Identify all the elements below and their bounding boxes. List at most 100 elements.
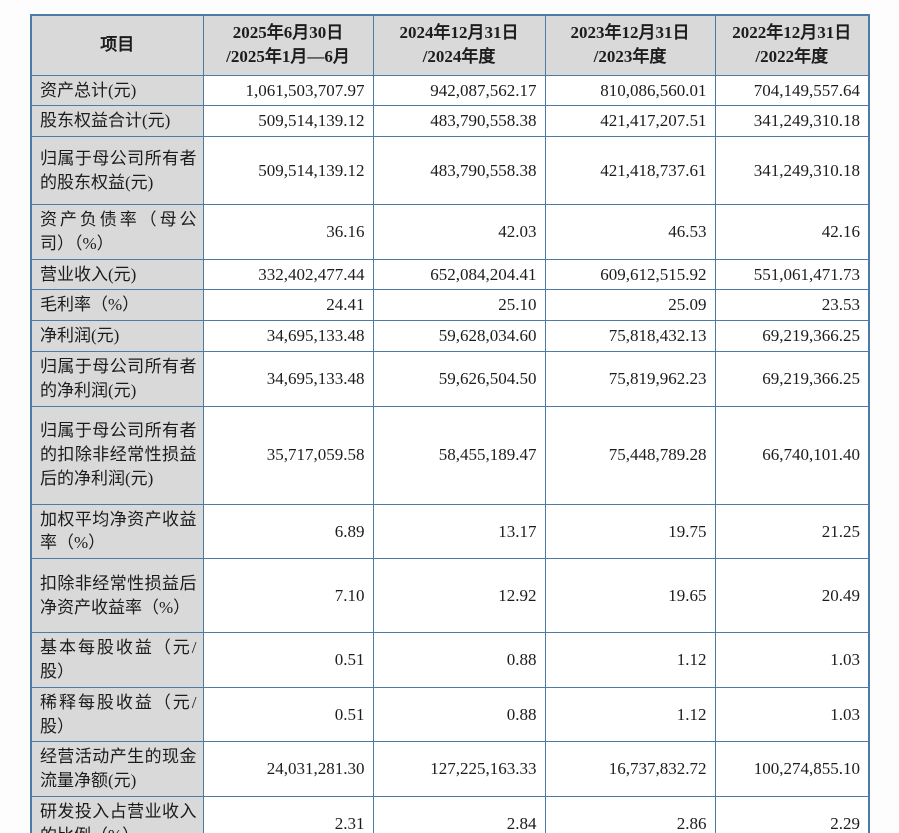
header-line1: 2023年12月31日 [570, 23, 690, 43]
cell-value: 2.86 [544, 796, 716, 833]
cell-value: 59,626,504.50 [372, 351, 546, 407]
row-label: 研发投入占营业收入的比例（%） [30, 796, 204, 833]
column-header-2024: 2024年12月31日 /2024年度 [372, 14, 546, 76]
cell-value: 7.10 [202, 558, 374, 634]
cell-value: 58,455,189.47 [372, 405, 546, 505]
header-line1: 2025年6月30日 [232, 23, 344, 43]
header-line2: /2025年1月—6月 [226, 47, 350, 67]
table-row-rd-ratio: 研发投入占营业收入的比例（%） 2.31 2.84 2.86 2.29 [30, 796, 870, 833]
row-label: 股东权益合计(元) [30, 105, 204, 138]
header-line2: /2022年度 [755, 47, 829, 67]
cell-value: 13.17 [372, 503, 546, 560]
financial-summary-table: 项目 2025年6月30日 /2025年1月—6月 2024年12月31日 /2… [30, 14, 870, 833]
cell-value: 341,249,310.18 [714, 136, 870, 206]
cell-value: 483,790,558.38 [372, 105, 546, 138]
cell-value: 42.03 [372, 204, 546, 260]
header-line2: /2023年度 [593, 47, 667, 67]
cell-value: 1,061,503,707.97 [202, 74, 374, 107]
cell-value: 19.75 [544, 503, 716, 560]
cell-value: 810,086,560.01 [544, 74, 716, 107]
table-row-gross-margin: 毛利率（%） 24.41 25.10 25.09 23.53 [30, 289, 870, 322]
cell-value: 0.51 [202, 686, 374, 743]
row-label: 归属于母公司所有者的净利润(元) [30, 351, 204, 407]
cell-value: 75,819,962.23 [544, 351, 716, 407]
column-header-2023: 2023年12月31日 /2023年度 [544, 14, 716, 76]
cell-value: 66,740,101.40 [714, 405, 870, 505]
table-row-debt-ratio: 资产负债率（母公司）（%） 36.16 42.03 46.53 42.16 [30, 204, 870, 260]
cell-value: 6.89 [202, 503, 374, 560]
cell-value: 12.92 [372, 558, 546, 634]
table-row-total-equity: 股东权益合计(元) 509,514,139.12 483,790,558.38 … [30, 105, 870, 138]
cell-value: 34,695,133.48 [202, 320, 374, 353]
cell-value: 21.25 [714, 503, 870, 560]
table-row-weighted-roe: 加权平均净资产收益率（%） 6.89 13.17 19.75 21.25 [30, 503, 870, 560]
cell-value: 100,274,855.10 [714, 741, 870, 798]
cell-value: 69,219,366.25 [714, 320, 870, 353]
cell-value: 36.16 [202, 204, 374, 260]
cell-value: 75,448,789.28 [544, 405, 716, 505]
row-label: 净利润(元) [30, 320, 204, 353]
cell-value: 2.29 [714, 796, 870, 833]
column-header-item: 项目 [30, 14, 204, 76]
cell-value: 551,061,471.73 [714, 258, 870, 291]
cell-value: 652,084,204.41 [372, 258, 546, 291]
row-label: 稀释每股收益（元/股） [30, 686, 204, 743]
cell-value: 2.31 [202, 796, 374, 833]
header-row: 项目 2025年6月30日 /2025年1月—6月 2024年12月31日 /2… [30, 14, 870, 76]
cell-value: 332,402,477.44 [202, 258, 374, 291]
table-row-basic-eps: 基本每股收益（元/股） 0.51 0.88 1.12 1.03 [30, 632, 870, 688]
cell-value: 942,087,562.17 [372, 74, 546, 107]
cell-value: 421,417,207.51 [544, 105, 716, 138]
header-line2: /2024年度 [422, 47, 496, 67]
cell-value: 42.16 [714, 204, 870, 260]
cell-value: 20.49 [714, 558, 870, 634]
table-row-total-assets: 资产总计(元) 1,061,503,707.97 942,087,562.17 … [30, 74, 870, 107]
table-row-parent-equity: 归属于母公司所有者的股东权益(元) 509,514,139.12 483,790… [30, 136, 870, 206]
cell-value: 0.51 [202, 632, 374, 688]
cell-value: 25.10 [372, 289, 546, 322]
cell-value: 69,219,366.25 [714, 351, 870, 407]
row-label: 经营活动产生的现金流量净额(元) [30, 741, 204, 798]
cell-value: 609,612,515.92 [544, 258, 716, 291]
header-line1: 2024年12月31日 [399, 23, 519, 43]
row-label: 资产总计(元) [30, 74, 204, 107]
table-row-diluted-eps: 稀释每股收益（元/股） 0.51 0.88 1.12 1.03 [30, 686, 870, 743]
row-label: 归属于母公司所有者的股东权益(元) [30, 136, 204, 206]
cell-value: 1.12 [544, 632, 716, 688]
cell-value: 1.03 [714, 632, 870, 688]
cell-value: 25.09 [544, 289, 716, 322]
header-text: 项目 [100, 35, 135, 55]
column-header-2022: 2022年12月31日 /2022年度 [714, 14, 870, 76]
cell-value: 1.12 [544, 686, 716, 743]
table-row-parent-net-profit: 归属于母公司所有者的净利润(元) 34,695,133.48 59,626,50… [30, 351, 870, 407]
table-row-operating-cash-flow: 经营活动产生的现金流量净额(元) 24,031,281.30 127,225,1… [30, 741, 870, 798]
cell-value: 509,514,139.12 [202, 136, 374, 206]
cell-value: 704,149,557.64 [714, 74, 870, 107]
row-label: 扣除非经常性损益后净资产收益率（%） [30, 558, 204, 634]
column-header-2025: 2025年6月30日 /2025年1月—6月 [202, 14, 374, 76]
cell-value: 23.53 [714, 289, 870, 322]
cell-value: 509,514,139.12 [202, 105, 374, 138]
row-label: 毛利率（%） [30, 289, 204, 322]
cell-value: 75,818,432.13 [544, 320, 716, 353]
row-label: 加权平均净资产收益率（%） [30, 503, 204, 560]
cell-value: 19.65 [544, 558, 716, 634]
cell-value: 421,418,737.61 [544, 136, 716, 206]
cell-value: 127,225,163.33 [372, 741, 546, 798]
row-label: 基本每股收益（元/股） [30, 632, 204, 688]
cell-value: 483,790,558.38 [372, 136, 546, 206]
cell-value: 16,737,832.72 [544, 741, 716, 798]
cell-value: 341,249,310.18 [714, 105, 870, 138]
cell-value: 35,717,059.58 [202, 405, 374, 505]
cell-value: 0.88 [372, 686, 546, 743]
table-row-revenue: 营业收入(元) 332,402,477.44 652,084,204.41 60… [30, 258, 870, 291]
row-label: 营业收入(元) [30, 258, 204, 291]
row-label: 资产负债率（母公司）（%） [30, 204, 204, 260]
cell-value: 0.88 [372, 632, 546, 688]
table-row-deducted-roe: 扣除非经常性损益后净资产收益率（%） 7.10 12.92 19.65 20.4… [30, 558, 870, 634]
cell-value: 24,031,281.30 [202, 741, 374, 798]
cell-value: 1.03 [714, 686, 870, 743]
cell-value: 2.84 [372, 796, 546, 833]
cell-value: 59,628,034.60 [372, 320, 546, 353]
